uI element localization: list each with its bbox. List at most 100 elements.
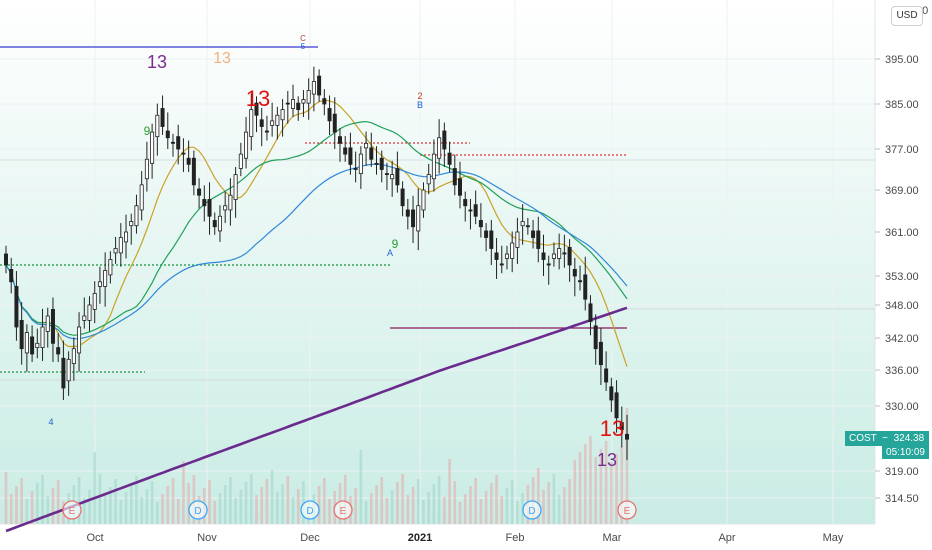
volume-bar (135, 476, 138, 524)
candle-body (337, 136, 342, 144)
candle-body (551, 253, 556, 259)
candle-body (181, 152, 186, 155)
candle-body (301, 99, 306, 104)
volume-bar (416, 479, 420, 524)
annotation-label: 9 (392, 237, 399, 251)
volume-bar (552, 474, 556, 524)
volume-bar (437, 476, 441, 524)
annotation-label: A (387, 248, 393, 258)
y-tick-label: 348.00 (885, 300, 919, 312)
candle-body (270, 120, 275, 126)
event-marker-circle (617, 500, 637, 520)
x-tick-label: Apr (718, 532, 735, 544)
volume-bar (547, 482, 551, 524)
annotation-label: 13 (213, 50, 231, 67)
volume-bar (114, 479, 117, 524)
event-marker-label: D (528, 506, 535, 517)
candle-body (19, 319, 24, 350)
volume-bar (213, 501, 217, 524)
volume-bar (46, 496, 50, 524)
candle-body (400, 188, 405, 207)
event-marker-circle (333, 500, 353, 520)
y-tick-label: 353.00 (885, 271, 919, 283)
volume-bar (573, 460, 577, 524)
candle-body (30, 336, 35, 355)
candle-body (411, 209, 416, 228)
volume-bar (375, 485, 378, 524)
annotation-label: B (417, 100, 423, 110)
y-tick-label: 385.00 (885, 99, 919, 111)
volume-bar (265, 479, 269, 524)
candle-body (207, 199, 212, 217)
candle-body (212, 220, 217, 228)
volume-bar (109, 487, 112, 524)
candle-body (87, 304, 92, 321)
volume-bar (432, 484, 436, 524)
candle-body (291, 99, 296, 109)
candle-body (499, 263, 504, 266)
volume-bar (578, 452, 582, 524)
event-marker-label: E (624, 506, 631, 517)
volume-bar (270, 470, 274, 524)
volume-bar (536, 468, 540, 524)
y-tick-label: 361.00 (885, 227, 919, 239)
volume-bar (281, 484, 284, 524)
candle-body (625, 433, 630, 440)
volume-bar (385, 498, 389, 524)
candle-body (244, 131, 249, 159)
event-marker-circle (300, 500, 320, 520)
x-tick-label: Feb (506, 532, 525, 544)
candle-body (238, 153, 243, 169)
volume-bar (249, 474, 253, 524)
y-tick-label: 395.00 (885, 54, 919, 66)
candle-body (593, 325, 598, 350)
candle-body (384, 173, 389, 176)
candle-body (275, 114, 280, 126)
y-tick-label: 342.00 (885, 333, 919, 345)
volume-bar (239, 490, 243, 524)
volume-bar (323, 478, 326, 524)
volume-bar (364, 501, 368, 524)
candle-body (306, 90, 311, 104)
volume-bar (150, 481, 154, 524)
candle-body (489, 230, 494, 249)
candle-body (494, 252, 499, 260)
event-marker-label: D (194, 506, 201, 517)
volume-bar (77, 477, 81, 524)
candle-body (155, 114, 160, 138)
volume-bar (620, 446, 624, 524)
candle-body (458, 178, 463, 196)
volume-bar (604, 441, 608, 524)
candle-body (421, 189, 426, 211)
ma-line (5, 99, 628, 367)
candle-body (437, 137, 442, 159)
volume-bar (328, 499, 331, 524)
plot-background (0, 0, 875, 524)
x-tick-label: Mar (603, 532, 622, 544)
volume-bar (401, 474, 404, 524)
volume-bar (490, 483, 493, 524)
candle-body (50, 308, 55, 344)
volume-bar (20, 478, 23, 524)
volume-bar (474, 478, 477, 524)
currency-button[interactable]: USD (891, 6, 923, 26)
candle-body (578, 280, 583, 283)
candle-body (473, 204, 478, 217)
candle-body (56, 347, 61, 355)
candle-body (452, 168, 457, 186)
candle-body (186, 157, 191, 165)
candle-body (390, 174, 395, 180)
volume-bar (234, 498, 237, 524)
volume-bar (589, 436, 592, 524)
candle-body (129, 221, 134, 227)
price-separator: − (879, 433, 891, 444)
volume-bar (223, 485, 227, 524)
candle-body (468, 209, 473, 212)
candle-body (280, 109, 285, 121)
candle-body (254, 102, 259, 116)
volume-bar (9, 494, 13, 524)
candle-body (259, 119, 264, 127)
candle-body (541, 252, 546, 260)
